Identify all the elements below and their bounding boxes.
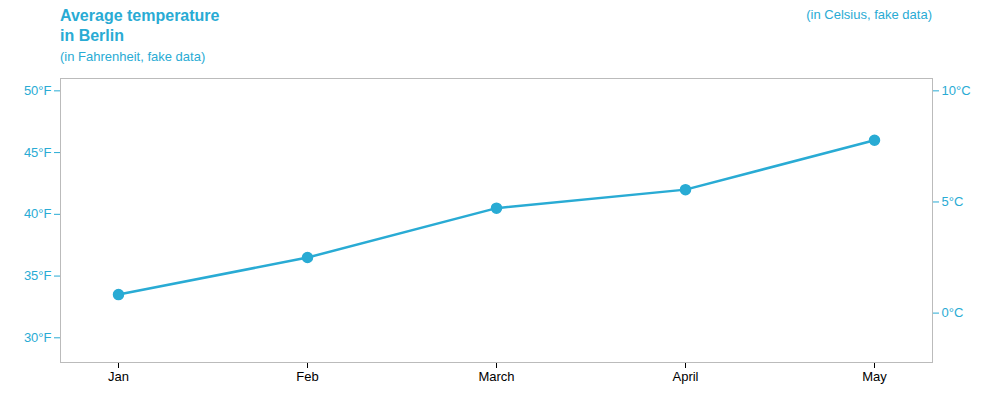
svg-text:35°F: 35°F [24,268,52,283]
svg-text:March: March [478,369,514,384]
svg-text:45°F: 45°F [24,145,52,160]
html-text:Average temperature in Berlin: Average temperature in Berlin [60,7,220,44]
svg-text:5°C: 5°C [942,194,964,209]
svg-text:50°F: 50°F [24,83,52,98]
svg-text:Jan: Jan [108,369,129,384]
svg-text:May: May [862,369,887,384]
svg-text:30°F: 30°F [24,330,52,345]
svg-text:40°F: 40°F [24,206,52,221]
html-text:(in Fahrenheit, fake data): (in Fahrenheit, fake data) [60,49,206,64]
svg-text:0°C: 0°C [942,305,964,320]
html-text:(in Celsius, fake data): (in Celsius, fake data) [806,7,932,22]
svg-text:10°C: 10°C [942,83,971,98]
svg-text:April: April [672,369,698,384]
svg-text:Feb: Feb [296,369,318,384]
